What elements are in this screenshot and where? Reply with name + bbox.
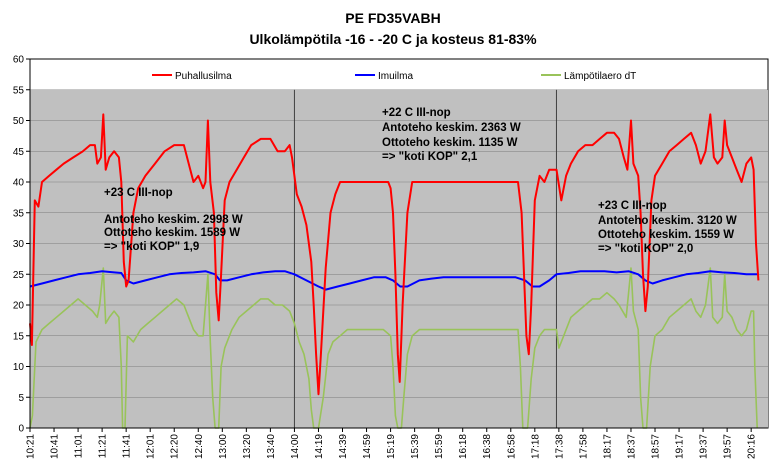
x-tick-label: 13:40 <box>266 434 277 459</box>
annotation-line: +23 C III-nop <box>598 200 667 212</box>
x-tick-label: 14:59 <box>362 434 373 459</box>
x-tick-label: 14:00 <box>290 434 301 459</box>
y-axis: 0 5 10 15 20 25 30 35 40 45 50 55 60 <box>13 55 31 435</box>
y-tick-label: 45 <box>13 147 25 158</box>
x-tick-label: 17:38 <box>554 434 565 459</box>
y-tick-label: 20 <box>13 301 25 312</box>
x-tick-label: 15:59 <box>434 434 445 459</box>
chart-title: PE FD35VABH <box>345 10 440 26</box>
x-tick-label: 19:37 <box>699 434 710 459</box>
annotation-line: Ottoteho keskim. 1559 W <box>598 229 734 241</box>
period-dividers <box>293 89 557 428</box>
x-tick-label: 16:58 <box>506 434 517 459</box>
series-line-dt <box>29 267 758 429</box>
x-tick-label: 18:17 <box>602 434 613 459</box>
annotation-line: Ottoteho keskim. 1589 W <box>104 227 240 239</box>
x-tick-label: 12:40 <box>194 434 205 459</box>
annotation-period-2: +22 C III-nop Antoteho keskim. 2363 W Ot… <box>382 107 521 163</box>
x-tick-label: 19:17 <box>675 434 686 459</box>
annotation-line: Ottoteho keskim. 1135 W <box>382 137 518 149</box>
x-tick-label: 13:00 <box>218 434 229 459</box>
x-tick-label: 18:57 <box>651 434 662 459</box>
y-tick-label: 55 <box>13 85 25 96</box>
legend-label-puhallusilma: Puhallusilma <box>175 71 232 82</box>
x-tick-label: 15:19 <box>386 434 397 459</box>
x-tick-label: 18:37 <box>626 434 637 459</box>
x-tick-label: 13:20 <box>242 434 253 459</box>
annotation-line: +23 C III-nop <box>104 187 173 199</box>
x-tick-label: 11:41 <box>122 434 133 459</box>
x-tick-label: 14:39 <box>338 434 349 459</box>
annotation-line: => "koti KOP" 1,9 <box>104 241 199 253</box>
annotation-line: => "koti KOP" 2,0 <box>598 243 693 255</box>
annotation-line: Antoteho keskim. 2363 W <box>382 122 521 134</box>
annotation-line: Antoteho keskim. 2998 W <box>104 214 243 226</box>
x-tick-label: 12:01 <box>146 434 157 459</box>
annotation-period-1: +23 C III-nop Antoteho keskim. 2998 W Ot… <box>104 187 243 253</box>
y-tick-label: 30 <box>13 239 25 250</box>
series-layer <box>29 113 760 429</box>
x-tick-label: 20:16 <box>747 434 758 459</box>
x-tick-label: 17:18 <box>530 434 541 459</box>
y-tick-label: 40 <box>13 178 25 189</box>
legend-label-dt: Lämpötilaero dT <box>564 71 636 82</box>
x-tick-label: 17:58 <box>578 434 589 459</box>
y-tick-label: 50 <box>13 116 25 127</box>
series-line-puhallusilma <box>29 113 760 396</box>
y-tick-label: 35 <box>13 208 25 219</box>
x-tick-label: 16:38 <box>482 434 493 459</box>
x-tick-label: 10:41 <box>50 434 61 459</box>
x-tick-label: 11:01 <box>74 434 85 459</box>
chart-subtitle: Ulkolämpötila -16 - -20 C ja kosteus 81-… <box>249 31 537 47</box>
x-tick-label: 11:21 <box>98 434 109 459</box>
x-tick-label: 16:18 <box>458 434 469 459</box>
y-tick-label: 10 <box>13 362 25 373</box>
annotation-line: => "koti KOP" 2,1 <box>382 151 478 163</box>
x-tick-label: 10:21 <box>26 434 37 459</box>
annotation-line: Antoteho keskim. 3120 W <box>598 215 737 227</box>
legend: Puhallusilma Imuilma Lämpötilaero dT <box>152 71 636 82</box>
annotation-period-3: +23 C III-nop Antoteho keskim. 3120 W Ot… <box>598 200 737 255</box>
x-tick-label: 14:19 <box>314 434 325 459</box>
legend-label-imuilma: Imuilma <box>378 71 413 82</box>
y-tick-label: 60 <box>13 55 25 66</box>
x-tick-label: 12:20 <box>170 434 181 459</box>
y-tick-label: 0 <box>18 424 24 435</box>
annotation-line: +22 C III-nop <box>382 107 451 119</box>
x-tick-label: 19:57 <box>723 434 734 459</box>
y-tick-label: 5 <box>18 393 24 404</box>
y-tick-label: 25 <box>13 270 25 281</box>
x-tick-label: 15:39 <box>410 434 421 459</box>
y-tick-label: 15 <box>13 331 25 342</box>
x-axis: 10:21 10:41 11:01 11:21 11:41 12:01 12:20 12:40… <box>26 427 768 459</box>
